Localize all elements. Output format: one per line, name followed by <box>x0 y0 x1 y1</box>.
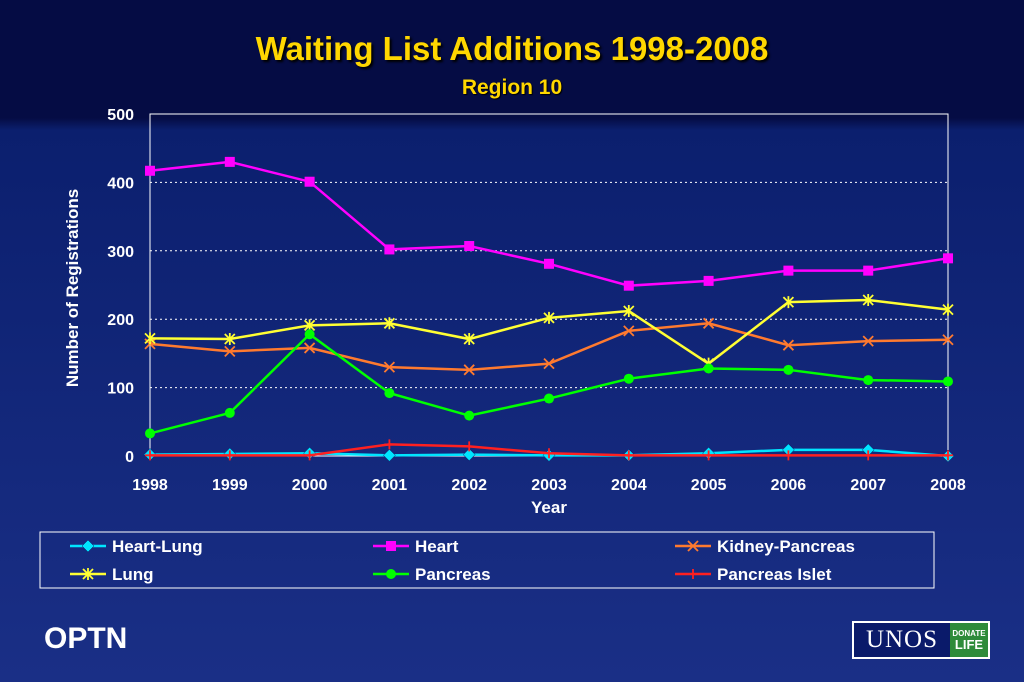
data-point-kidney-pancreas <box>383 361 396 373</box>
data-point-pancreas-islet <box>224 450 235 461</box>
y-tick-label: 500 <box>107 107 134 124</box>
data-point-heart <box>224 156 235 167</box>
data-point-kidney-pancreas <box>463 364 475 376</box>
data-point-pancreas-islet <box>304 450 315 461</box>
data-point-pancreas <box>703 363 714 374</box>
data-point-kidney-pancreas <box>862 335 874 347</box>
data-point-lung <box>862 294 874 307</box>
data-point-lung <box>543 311 555 324</box>
data-point-pancreas <box>145 428 155 439</box>
donate-life-line1: DONATE <box>952 628 986 638</box>
legend-label-lung: Lung <box>112 565 154 584</box>
data-point-kidney-pancreas <box>543 358 555 370</box>
x-tick-label: 2008 <box>930 477 966 494</box>
unos-logo-text: UNOS <box>854 623 950 657</box>
x-tick-label: 2003 <box>531 477 567 494</box>
legend-label-pancreas: Pancreas <box>415 565 491 584</box>
data-point-pancreas-islet <box>783 450 794 461</box>
data-point-pancreas-islet <box>703 450 714 461</box>
x-tick-label: 2005 <box>691 477 727 494</box>
x-tick-label: 2006 <box>771 477 807 494</box>
chart-subtitle: Region 10 <box>461 76 563 99</box>
data-point-heart <box>464 241 475 252</box>
data-point-heart-lung <box>383 448 396 462</box>
x-tick-label: 2007 <box>850 477 886 494</box>
legend-marker-heart <box>386 541 396 551</box>
chart-title: Waiting List Additions 1998-2008 <box>255 30 769 67</box>
data-point-pancreas-islet <box>863 450 874 461</box>
legend-marker-pancreas <box>386 569 396 579</box>
legend-label-pancreas-islet: Pancreas Islet <box>717 565 832 584</box>
data-point-pancreas-islet <box>384 439 395 450</box>
data-point-pancreas <box>304 329 315 340</box>
data-point-lung <box>463 333 475 346</box>
x-tick-label: 2001 <box>372 477 408 494</box>
data-point-kidney-pancreas <box>942 334 954 346</box>
data-point-pancreas-islet <box>464 441 475 452</box>
data-point-kidney-pancreas <box>623 325 635 337</box>
data-point-kidney-pancreas <box>702 317 715 329</box>
data-point-heart <box>863 265 874 276</box>
data-point-pancreas-islet <box>623 450 634 461</box>
data-point-lung <box>383 317 396 330</box>
data-point-heart <box>943 253 953 264</box>
data-point-kidney-pancreas <box>782 339 795 351</box>
data-point-lung <box>224 333 236 346</box>
data-point-pancreas-islet <box>544 448 554 459</box>
legend-marker-lung <box>82 568 94 580</box>
data-point-pancreas <box>464 410 475 421</box>
donate-life-badge: DONATE LIFE <box>950 623 988 657</box>
donate-life-line2: LIFE <box>954 636 984 652</box>
x-tick-label: 2004 <box>611 477 647 494</box>
data-point-heart <box>384 244 395 255</box>
data-point-pancreas-islet <box>943 450 953 461</box>
data-point-lung <box>942 303 954 316</box>
x-axis-label: Year <box>531 498 567 517</box>
legend-label-kidney-pancreas: Kidney-Pancreas <box>717 537 855 556</box>
data-point-heart <box>623 280 634 291</box>
data-point-pancreas <box>783 364 794 375</box>
data-point-pancreas <box>224 407 235 418</box>
data-point-lung <box>144 332 156 345</box>
data-point-pancreas <box>384 388 395 399</box>
legend-label-heart-lung: Heart-Lung <box>112 537 203 556</box>
series-line-lung <box>149 298 949 366</box>
data-point-heart <box>304 176 315 187</box>
data-point-lung <box>623 304 635 317</box>
legend-label-heart: Heart <box>415 537 459 556</box>
y-tick-label: 300 <box>107 244 134 261</box>
data-point-pancreas <box>863 375 874 386</box>
x-tick-label: 1998 <box>132 477 168 494</box>
y-tick-label: 400 <box>107 175 134 192</box>
legend-box <box>39 531 935 589</box>
legend-marker-heart-lung <box>81 539 95 553</box>
x-tick-label: 2000 <box>292 477 328 494</box>
data-point-heart-lung <box>462 448 476 461</box>
x-tick-label: 2002 <box>451 477 487 494</box>
data-point-heart <box>145 165 155 176</box>
y-tick-label: 100 <box>107 381 134 398</box>
data-point-lung <box>782 296 795 309</box>
data-point-kidney-pancreas <box>303 342 316 354</box>
optn-brand: OPTN <box>44 622 128 655</box>
plot-area-border <box>149 113 949 457</box>
legend-marker-kidney-pancreas <box>687 540 699 552</box>
y-tick-label: 0 <box>125 449 134 466</box>
unos-logo: UNOS DONATE LIFE <box>852 621 990 659</box>
y-axis-label: Number of Registrations <box>63 189 82 387</box>
data-point-heart <box>783 265 794 276</box>
data-point-kidney-pancreas <box>224 345 236 357</box>
data-point-pancreas <box>943 376 953 387</box>
data-point-pancreas-islet <box>145 450 155 461</box>
x-tick-label: 1999 <box>212 477 248 494</box>
data-point-heart <box>703 275 714 286</box>
data-point-heart <box>544 258 554 269</box>
data-point-pancreas <box>623 373 634 384</box>
y-tick-label: 200 <box>107 312 134 329</box>
data-point-pancreas <box>544 393 554 404</box>
legend-marker-pancreas-islet <box>688 569 698 579</box>
